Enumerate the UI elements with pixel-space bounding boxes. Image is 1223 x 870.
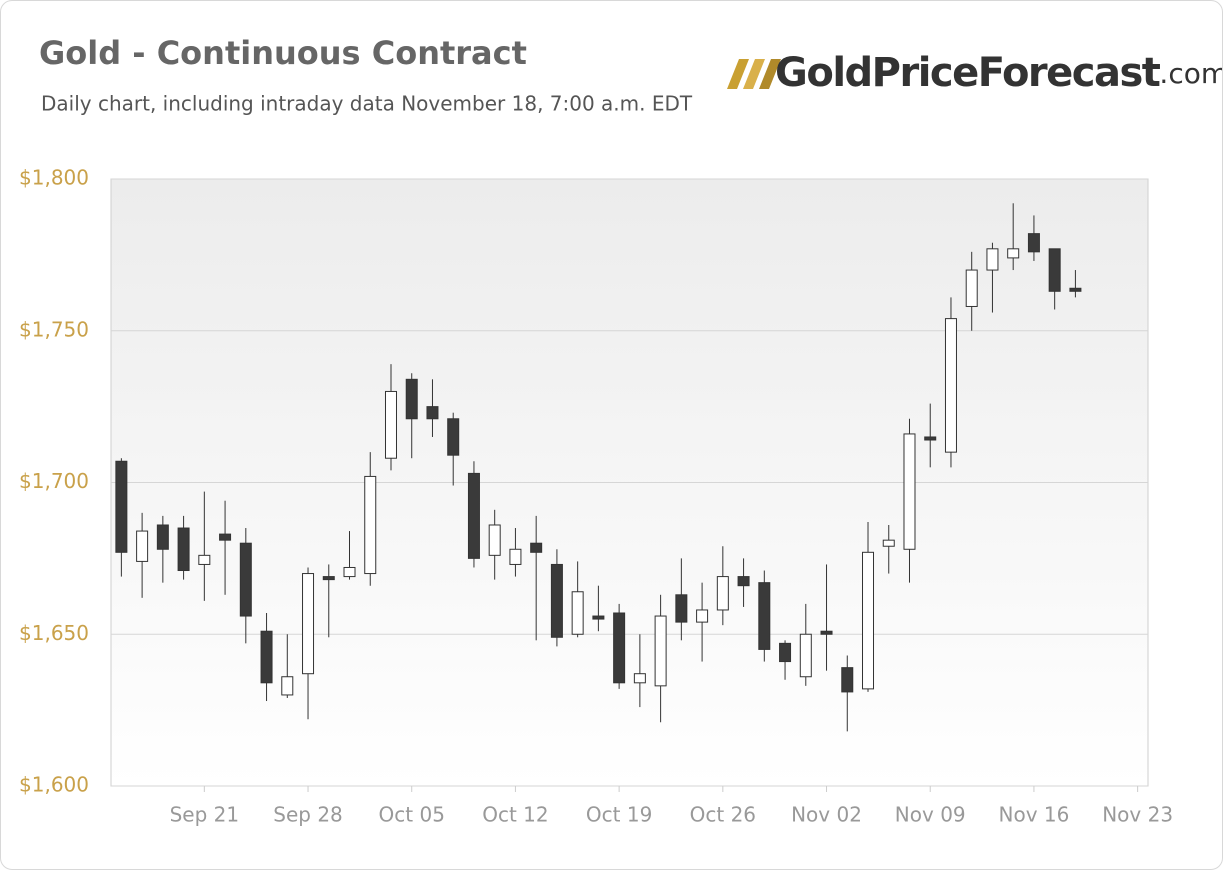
candle-body <box>944 318 957 453</box>
candle-body <box>343 566 356 578</box>
candle-body <box>758 582 771 650</box>
candle-body <box>571 591 584 635</box>
candle-body <box>467 472 480 559</box>
y-tick-label: $1,600 <box>19 773 89 797</box>
logo-name: GoldPriceForecast <box>775 50 1161 96</box>
candle-body <box>965 269 978 307</box>
candle-body <box>488 524 501 556</box>
logo-text: GoldPriceForecast.com <box>775 50 1222 96</box>
candle-body <box>716 576 729 611</box>
candle-body <box>219 533 232 541</box>
candle-body <box>820 630 833 635</box>
candle-body <box>799 633 812 678</box>
candle-body <box>1048 248 1061 292</box>
candle-body <box>550 563 563 638</box>
x-tick-label: Sep 21 <box>170 803 240 827</box>
candle-body <box>198 554 211 565</box>
candle-body <box>156 524 169 550</box>
candle-body <box>737 576 750 587</box>
candle-body <box>405 378 418 420</box>
logo-mark <box>727 59 781 89</box>
candle-body <box>613 612 626 684</box>
candle-body <box>592 615 605 620</box>
candle-body <box>530 542 543 553</box>
candle-body <box>260 630 273 684</box>
candle-body <box>862 551 875 690</box>
candle-body <box>882 539 895 547</box>
candle-body <box>426 406 439 420</box>
logo-suffix: .com <box>1159 57 1222 90</box>
y-tick-label: $1,750 <box>19 317 89 341</box>
candle-body <box>509 548 522 565</box>
x-tick-label: Oct 05 <box>379 803 445 827</box>
candle-body <box>924 436 937 441</box>
candle-body <box>654 615 667 687</box>
candle-body <box>322 576 335 581</box>
x-tick-label: Sep 28 <box>273 803 343 827</box>
x-tick-label: Nov 16 <box>999 803 1070 827</box>
chart-subtitle: Daily chart, including intraday data Nov… <box>41 92 693 116</box>
candle-body <box>447 418 460 456</box>
x-tick-label: Nov 09 <box>895 803 966 827</box>
y-tick-label: $1,800 <box>19 166 89 190</box>
x-tick-label: Oct 19 <box>586 803 652 827</box>
candle-body <box>779 642 792 663</box>
candle-body <box>1027 233 1040 253</box>
y-tick-label: $1,700 <box>19 469 89 493</box>
chart-title: Gold - Continuous Contract <box>39 34 527 72</box>
candle-body <box>675 594 688 623</box>
candle-body <box>633 673 646 684</box>
candle-body <box>696 609 709 623</box>
candle-body <box>136 530 149 562</box>
candle-body <box>903 433 916 550</box>
candle-body <box>177 527 190 572</box>
candle-body <box>115 460 128 553</box>
candle-body <box>1007 248 1020 259</box>
candle-body <box>986 248 999 271</box>
candle-body <box>1069 287 1082 292</box>
x-tick-label: Oct 12 <box>482 803 548 827</box>
candle-body <box>364 475 377 575</box>
candle-body <box>239 542 252 617</box>
x-tick-label: Oct 26 <box>690 803 756 827</box>
candle-body <box>841 667 854 693</box>
candle-body <box>384 390 397 459</box>
x-tick-label: Nov 23 <box>1102 803 1173 827</box>
y-tick-label: $1,650 <box>19 621 89 645</box>
x-tick-label: Nov 02 <box>791 803 862 827</box>
candle-body <box>281 676 294 696</box>
candle-body <box>302 573 315 675</box>
